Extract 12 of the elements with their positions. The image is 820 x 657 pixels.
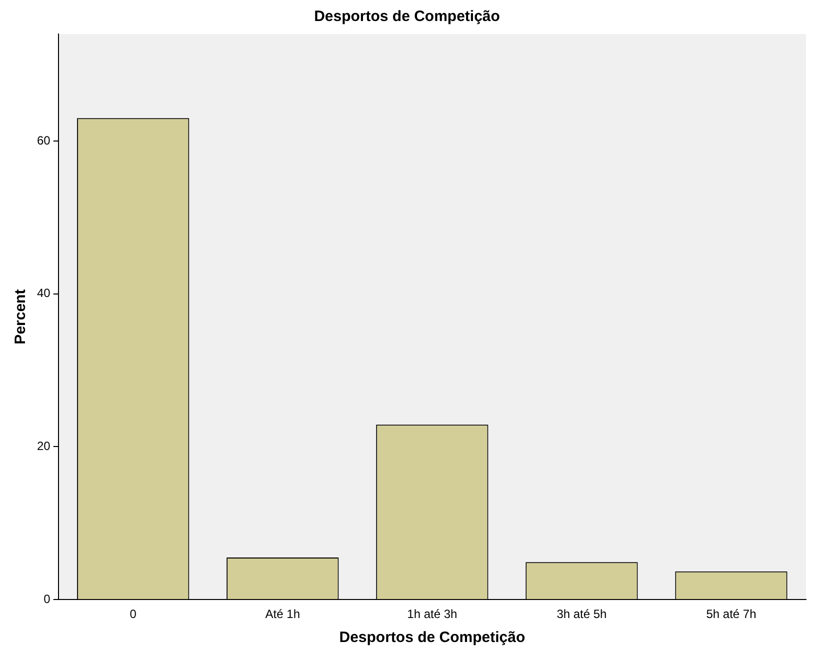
y-tick-label: 60 — [36, 133, 51, 148]
x-axis-title: Desportos de Competição — [339, 629, 526, 646]
chart-title: Desportos de Competição — [314, 8, 500, 26]
x-tick-label: 3h até 5h — [556, 607, 607, 622]
x-tick-label: 5h até 7h — [706, 607, 756, 622]
y-tick-label: 0 — [44, 592, 51, 606]
y-tick-label: 20 — [36, 439, 51, 454]
y-axis-title: Percent — [12, 289, 30, 344]
x-tick-label: 0 — [130, 607, 137, 622]
x-tick-label: 1h até 3h — [407, 607, 458, 622]
y-tick-label: 40 — [36, 286, 51, 300]
x-tick-label: Até 1h — [265, 607, 300, 622]
